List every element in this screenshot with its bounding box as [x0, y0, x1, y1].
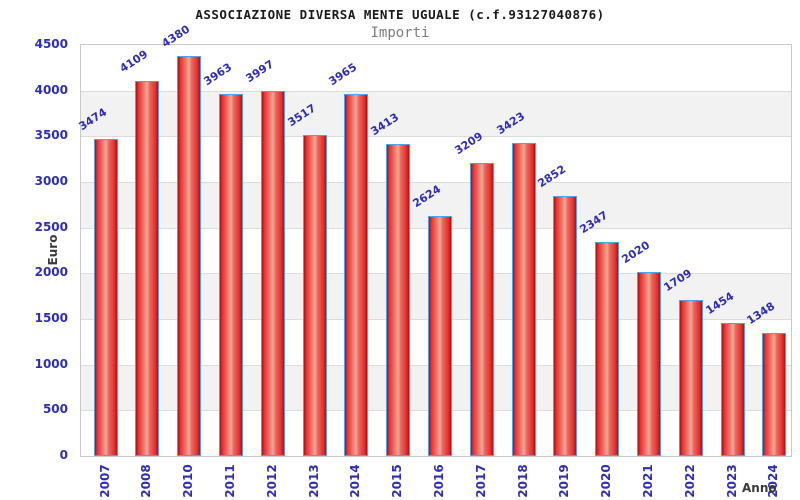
y-axis-tick-label: 4000 — [34, 82, 68, 97]
x-axis-tick-label: 2023 — [724, 464, 739, 498]
y-axis-tick-label: 1000 — [34, 356, 68, 371]
x-axis-tick-label: 2017 — [473, 464, 488, 498]
bar-2011 — [218, 94, 243, 456]
x-axis-tick-label: 2011 — [222, 464, 237, 498]
plot-band — [81, 136, 791, 182]
x-axis-tick-label: 2019 — [557, 464, 572, 498]
x-axis-tick-label: 2022 — [682, 464, 697, 498]
bar-2021 — [636, 271, 661, 456]
x-axis-tick-label: 2008 — [139, 464, 154, 498]
bar-2015 — [386, 144, 411, 456]
bar-2022 — [678, 299, 703, 456]
y-axis-tick-label: 500 — [42, 402, 68, 417]
bar-2012 — [260, 90, 285, 456]
bar-2018 — [511, 143, 536, 456]
chart-title: ASSOCIAZIONE DIVERSA MENTE UGUALE (c.f.9… — [195, 7, 605, 22]
bar-2017 — [469, 162, 494, 456]
bar-2010 — [177, 55, 202, 456]
x-axis-tick-label: 2007 — [97, 464, 112, 498]
x-axis-tick-label: 2015 — [390, 464, 405, 498]
y-axis-title: Euro — [46, 234, 60, 266]
x-axis-tick-label: 2010 — [181, 464, 196, 498]
bar-2016 — [427, 216, 452, 456]
y-axis-tick-label: 3500 — [34, 128, 68, 143]
y-axis-tick-label: 3000 — [34, 174, 68, 188]
x-axis-title: Anno — [742, 481, 777, 495]
bar-2023 — [720, 323, 745, 456]
y-axis-tick-label: 4500 — [34, 37, 68, 51]
bar-2008 — [135, 80, 160, 456]
x-axis-tick-label: 2016 — [431, 464, 446, 498]
y-axis-tick-label: 2000 — [34, 265, 68, 280]
y-axis-tick-label: 2500 — [34, 219, 68, 234]
plot-area: 3474 4109 4380 3963 3997 3517 3965 3413 2624 3209… — [76, 23, 792, 457]
bar-2019 — [553, 195, 578, 456]
bar-2007 — [93, 138, 118, 456]
y-axis-tick-label: 1500 — [34, 311, 68, 325]
bar-2024 — [762, 332, 787, 456]
x-axis-tick-label: 2020 — [599, 464, 614, 498]
x-axis-tick-label: 2014 — [348, 464, 363, 498]
y-axis-tick-label: 0 — [59, 448, 68, 462]
bar-2020 — [595, 241, 620, 456]
bar-2013 — [302, 134, 327, 456]
x-axis-tick-label: 2021 — [640, 464, 655, 498]
chart-subtitle: Importi — [370, 25, 430, 41]
x-axis-tick-label: 2018 — [515, 464, 530, 498]
x-axis-tick-label: 2012 — [264, 464, 279, 498]
x-axis-tick-label: 2013 — [306, 464, 321, 498]
bar-2014 — [344, 93, 369, 456]
